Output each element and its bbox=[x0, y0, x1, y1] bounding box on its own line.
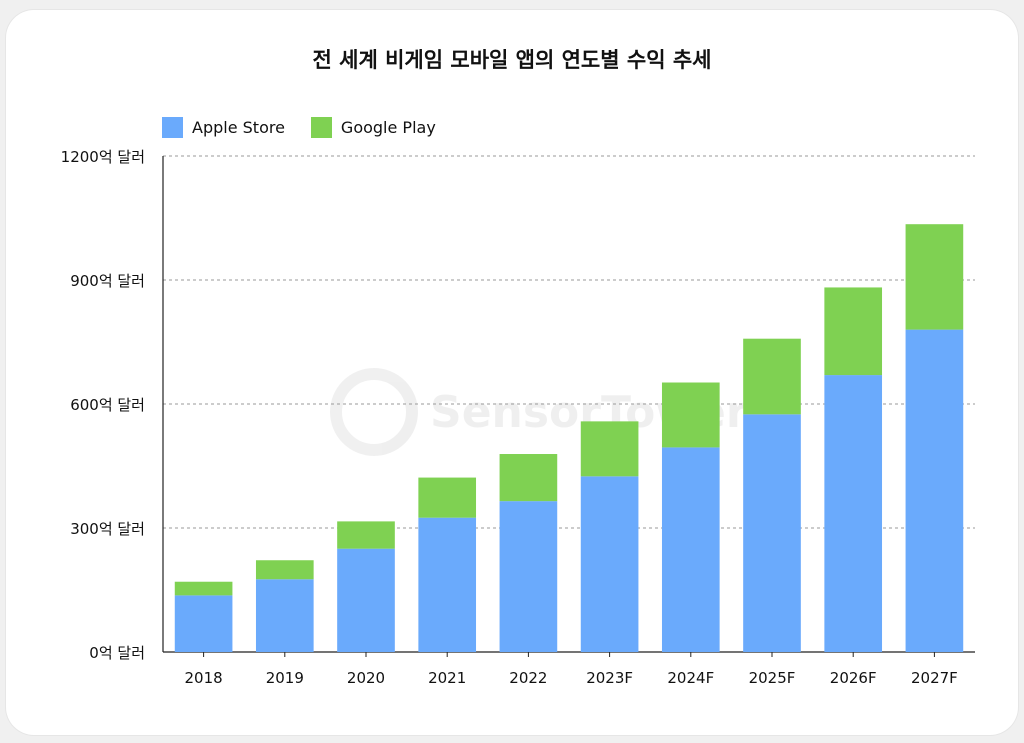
x-tick-label: 2025F bbox=[749, 669, 796, 687]
x-tick-label: 2024F bbox=[667, 669, 714, 687]
legend-item-google-play: Google Play bbox=[310, 117, 436, 138]
bar-apple-store bbox=[824, 375, 883, 652]
bar-apple-store bbox=[580, 476, 639, 652]
y-tick-label: 300억 달러 bbox=[70, 520, 145, 538]
y-tick-label: 900억 달러 bbox=[70, 272, 145, 290]
bar-apple-store bbox=[661, 447, 720, 652]
x-tick-label: 2018 bbox=[185, 669, 223, 687]
x-tick-label: 2019 bbox=[266, 669, 304, 687]
bar-google-play bbox=[255, 560, 314, 580]
bar-google-play bbox=[905, 224, 964, 330]
y-tick-label: 600억 달러 bbox=[70, 396, 145, 414]
y-tick-label: 1200억 달러 bbox=[61, 148, 145, 166]
legend: Apple Store Google Play bbox=[162, 117, 436, 138]
x-tick-label: 2023F bbox=[586, 669, 633, 687]
chart-title: 전 세계 비게임 모바일 앱의 연도별 수익 추세 bbox=[312, 48, 712, 72]
y-tick-label: 0억 달러 bbox=[89, 644, 145, 662]
x-tick-label: 2020 bbox=[347, 669, 385, 687]
bar-apple-store bbox=[337, 548, 395, 652]
bar-google-play bbox=[337, 521, 395, 549]
bar-apple-store bbox=[174, 595, 233, 652]
bar-google-play bbox=[580, 421, 639, 477]
legend-label-apple-store: Apple Store bbox=[192, 118, 285, 137]
legend-swatch-apple-store bbox=[162, 117, 183, 138]
legend-label-google-play: Google Play bbox=[340, 118, 436, 137]
bar-google-play bbox=[743, 338, 801, 415]
bar-apple-store bbox=[905, 329, 964, 652]
bar-apple-store bbox=[255, 579, 314, 652]
bar-apple-store bbox=[499, 501, 558, 652]
legend-item-apple-store: Apple Store bbox=[162, 117, 285, 138]
bar-google-play bbox=[499, 454, 558, 502]
x-tick-label: 2026F bbox=[830, 669, 877, 687]
legend-swatch-google-play bbox=[310, 117, 332, 138]
x-tick-label: 2021 bbox=[428, 669, 466, 687]
bar-apple-store bbox=[743, 414, 801, 652]
bar-google-play bbox=[661, 382, 720, 448]
x-tick-label: 2022 bbox=[509, 669, 547, 687]
bar-google-play bbox=[174, 581, 233, 596]
bar-google-play bbox=[824, 287, 883, 376]
x-tick-label: 2027F bbox=[911, 669, 958, 687]
bar-apple-store bbox=[418, 517, 477, 652]
bar-google-play bbox=[418, 477, 477, 518]
